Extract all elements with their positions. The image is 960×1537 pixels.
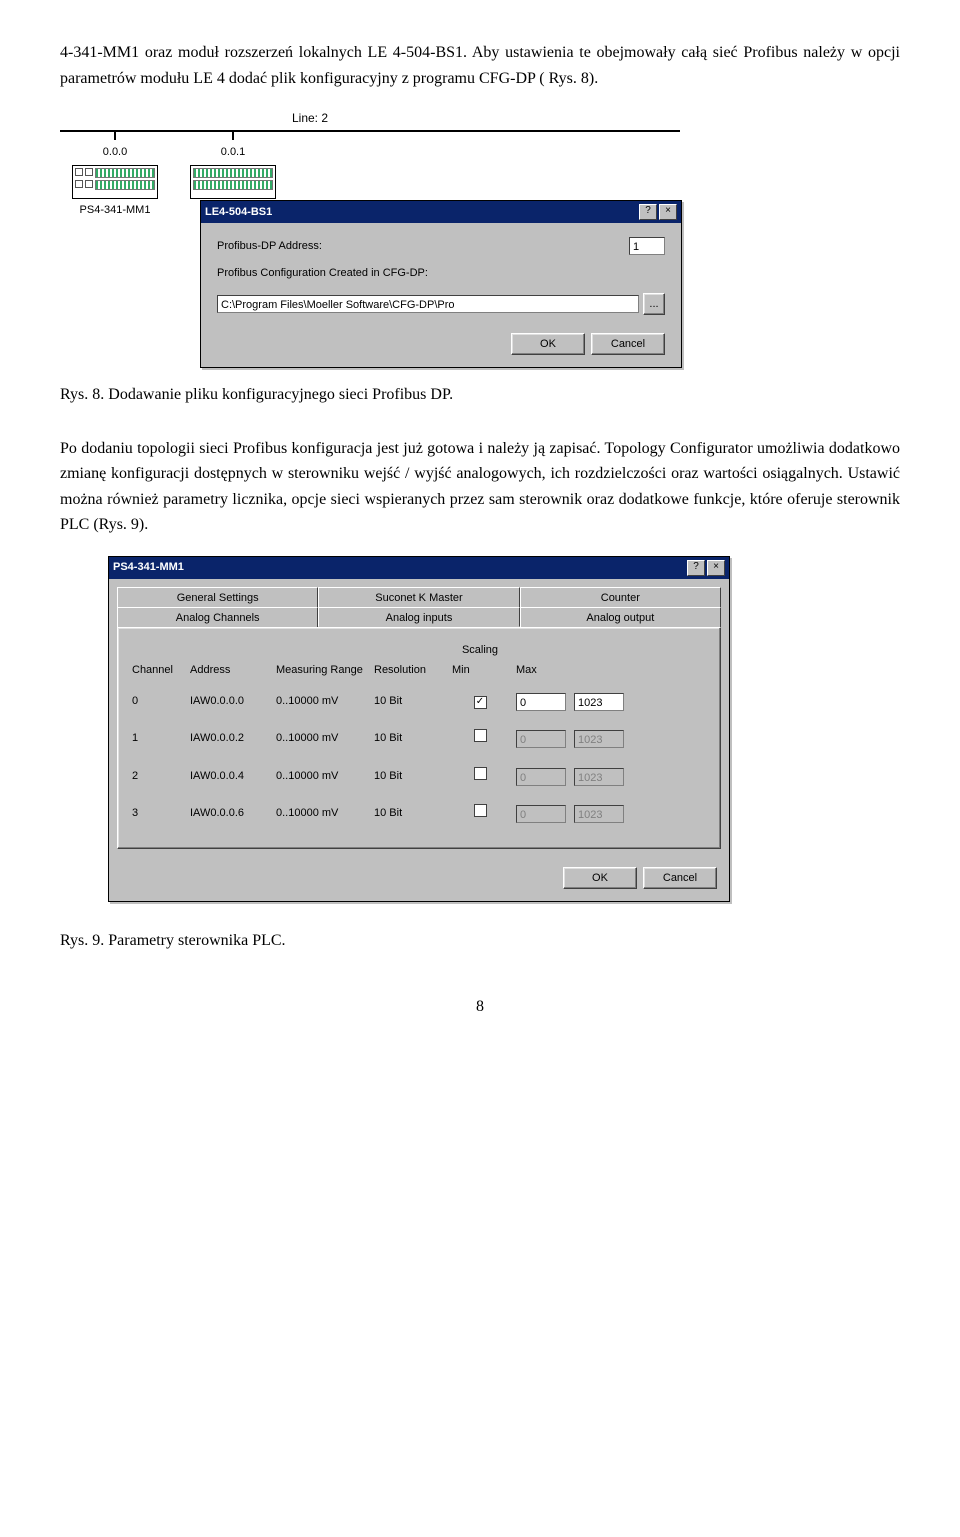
dialog-titlebar: LE4-504-BS1 ? × xyxy=(201,201,681,223)
tab-suconet-k-master[interactable]: Suconet K Master xyxy=(318,587,519,607)
paragraph-middle: Po dodaniu topologii sieci Profibus konf… xyxy=(60,436,900,538)
cancel-button[interactable]: Cancel xyxy=(591,333,665,355)
scaling-checkbox[interactable] xyxy=(474,729,487,742)
header-resolution: Resolution xyxy=(374,662,444,680)
cfg-path-input[interactable]: C:\Program Files\Moeller Software\CFG-DP… xyxy=(217,295,639,313)
channel-address: IAW0.0.0.0 xyxy=(190,693,268,711)
analog-input-row: 0 IAW0.0.0.0 0..10000 mV 10 Bit 0 1023 xyxy=(132,693,706,711)
header-min: Min xyxy=(452,662,508,680)
profibus-address-input[interactable]: 1 xyxy=(629,237,665,255)
tab-analog-output[interactable]: Analog output xyxy=(520,607,721,627)
node-address: 0.0.0 xyxy=(103,144,127,162)
scaling-checkbox[interactable] xyxy=(474,696,487,709)
dialog-titlebar: PS4-341-MM1 ? × xyxy=(109,557,729,579)
channel-address: IAW0.0.0.6 xyxy=(190,805,268,823)
min-input[interactable]: 0 xyxy=(516,693,566,711)
tab-counter[interactable]: Counter xyxy=(520,587,721,607)
bus-line xyxy=(60,130,680,132)
help-button[interactable]: ? xyxy=(639,204,657,220)
tab-analog-channels[interactable]: Analog Channels xyxy=(117,607,318,627)
le4-properties-dialog: LE4-504-BS1 ? × Profibus-DP Address: 1 P… xyxy=(200,200,682,368)
analog-input-row: 1 IAW0.0.0.2 0..10000 mV 10 Bit 0 1023 xyxy=(132,729,706,749)
scaling-checkbox[interactable] xyxy=(474,767,487,780)
min-input: 0 xyxy=(516,730,566,748)
resolution-value: 10 Bit xyxy=(374,693,444,711)
measuring-range: 0..10000 mV xyxy=(276,805,366,823)
resolution-value: 10 Bit xyxy=(374,768,444,786)
ok-button[interactable]: OK xyxy=(563,867,637,889)
ok-button[interactable]: OK xyxy=(511,333,585,355)
close-button[interactable]: × xyxy=(659,204,677,220)
browse-button[interactable]: ... xyxy=(643,293,665,315)
paragraph-top: 4-341-MM1 oraz moduł rozszerzeń lokalnyc… xyxy=(60,40,900,91)
analog-inputs-panel: Channel Address Measuring Range Resoluti… xyxy=(117,627,721,849)
profibus-address-label: Profibus-DP Address: xyxy=(217,238,437,256)
device-icon xyxy=(72,165,158,199)
cfg-path-label: Profibus Configuration Created in CFG-DP… xyxy=(217,265,665,283)
node-name: PS4-341-MM1 xyxy=(80,202,151,220)
measuring-range: 0..10000 mV xyxy=(276,730,366,748)
header-channel: Channel xyxy=(132,662,182,680)
channel-address: IAW0.0.0.4 xyxy=(190,768,268,786)
page-number: 8 xyxy=(60,994,900,1020)
measuring-range: 0..10000 mV xyxy=(276,693,366,711)
dialog-title: PS4-341-MM1 xyxy=(113,559,685,577)
min-input: 0 xyxy=(516,805,566,823)
cancel-button[interactable]: Cancel xyxy=(643,867,717,889)
max-input: 1023 xyxy=(574,730,624,748)
help-button[interactable]: ? xyxy=(687,560,705,576)
resolution-value: 10 Bit xyxy=(374,730,444,748)
channel-number: 2 xyxy=(132,768,182,786)
header-range: Measuring Range xyxy=(276,662,366,680)
analog-input-row: 3 IAW0.0.0.6 0..10000 mV 10 Bit 0 1023 xyxy=(132,804,706,824)
figure-8-caption: Rys. 8. Dodawanie pliku konfiguracyjnego… xyxy=(60,382,900,408)
node-address: 0.0.1 xyxy=(221,144,245,162)
max-input: 1023 xyxy=(574,768,624,786)
close-button[interactable]: × xyxy=(707,560,725,576)
header-max: Max xyxy=(516,662,576,680)
header-scaling: Scaling xyxy=(452,642,508,660)
max-input[interactable]: 1023 xyxy=(574,693,624,711)
topology-node: 0.0.0 PS4-341-MM1 xyxy=(72,130,158,219)
line-label: Line: 2 xyxy=(0,109,700,128)
figure-9-caption: Rys. 9. Parametry sterownika PLC. xyxy=(60,928,900,954)
ps4-properties-dialog: PS4-341-MM1 ? × General Settings Suconet… xyxy=(108,556,730,902)
analog-input-row: 2 IAW0.0.0.4 0..10000 mV 10 Bit 0 1023 xyxy=(132,767,706,787)
channel-number: 1 xyxy=(132,730,182,748)
dialog-title: LE4-504-BS1 xyxy=(205,204,637,222)
measuring-range: 0..10000 mV xyxy=(276,768,366,786)
tabs-row-1: General Settings Suconet K Master Counte… xyxy=(109,579,729,607)
min-input: 0 xyxy=(516,768,566,786)
resolution-value: 10 Bit xyxy=(374,805,444,823)
tabs-row-2: Analog Channels Analog inputs Analog out… xyxy=(109,607,729,627)
tab-general-settings[interactable]: General Settings xyxy=(117,587,318,607)
scaling-checkbox[interactable] xyxy=(474,804,487,817)
header-address: Address xyxy=(190,662,268,680)
tab-analog-inputs[interactable]: Analog inputs xyxy=(318,607,519,627)
max-input: 1023 xyxy=(574,805,624,823)
channel-address: IAW0.0.0.2 xyxy=(190,730,268,748)
device-icon xyxy=(190,165,276,199)
channel-number: 3 xyxy=(132,805,182,823)
channel-number: 0 xyxy=(132,693,182,711)
